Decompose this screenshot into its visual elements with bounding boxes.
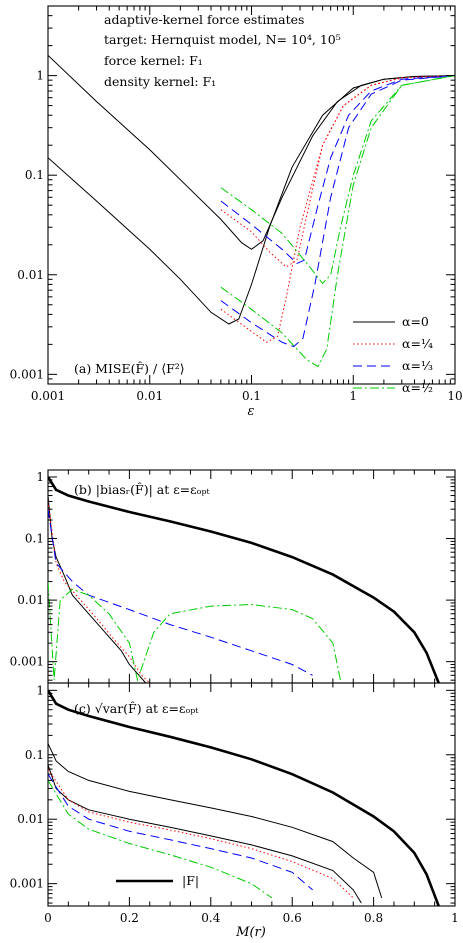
legend-label-3: α=½ (402, 380, 433, 395)
x-tick-label: 1 (451, 911, 459, 925)
panel-c-series-1-line (48, 743, 383, 899)
panel-b-series-4-line (48, 581, 342, 683)
panel-b-series-3-line (48, 509, 313, 676)
y-tick-label: 0.01 (17, 812, 44, 826)
annotation-force-kernel: force kernel: F₁ (104, 53, 203, 68)
annotation-title: adaptive-kernel force estimates (104, 12, 304, 27)
panel-a-series-6-line (220, 75, 455, 285)
panel-c-series-4-line (48, 773, 313, 891)
panel-c-label: (c) √var(F̂) at ε=εₒₚₜ (74, 701, 199, 716)
panel-b-series-2-line (48, 501, 151, 683)
panel-c-series-0-line (48, 689, 440, 906)
panel-b: 0.001 0.01 0.1 1 (b) |biasᵣ(F̂)| at ε=εₒₚₜ (10, 469, 456, 684)
y-tick-label: 0.001 (10, 655, 44, 669)
panel-c: 0.001 0.01 0.1 1 0 0.2 0.4 0.6 0.8 1 (c) √var(F̂)… (10, 682, 459, 940)
x-tick-label: 0 (44, 911, 52, 925)
panel-b-series-0-line (48, 476, 440, 683)
y-tick-label: 0.001 (10, 367, 44, 381)
x-tick-label: 10 (447, 389, 462, 403)
y-tick-label: 0.001 (10, 877, 44, 891)
panel-b-label: (b) |biasᵣ(F̂)| at ε=εₒₚₜ (74, 482, 210, 497)
y-tick-label: 1 (36, 470, 44, 484)
y-tick-label: 0.1 (25, 168, 44, 182)
panel-a-series-5-line (220, 75, 455, 348)
panel-c-series (48, 689, 440, 906)
annotation-target: target: Hernquist model, N= 10⁴, 10⁵ (104, 32, 341, 47)
y-tick-label: 0.1 (25, 748, 44, 762)
panel-a-series-3-line (220, 75, 455, 343)
panel-c-series-5-line (48, 780, 273, 899)
x-tick-label: 0.1 (242, 389, 261, 403)
x-tick-label: 0.001 (31, 389, 65, 403)
panel-a-series (48, 54, 455, 368)
panel-a-ticks: 0.001 0.01 0.1 1 0.001 0.01 0.1 1 10 (10, 5, 463, 403)
legend-label-0: α=0 (402, 314, 429, 329)
panel-b-ticks: 0.001 0.01 0.1 1 (10, 470, 456, 683)
x-axis-label-epsilon: ε (248, 404, 255, 419)
x-tick-label: 0.4 (201, 911, 220, 925)
panel-b-series (48, 476, 440, 683)
y-tick-label: 0.1 (25, 532, 44, 546)
panel-a: 0.001 0.01 0.1 1 0.001 0.01 0.1 1 10 adaptive-ke… (10, 5, 463, 419)
panel-c-series-2-line (48, 764, 362, 904)
panel-a-series-7-line (220, 75, 455, 368)
x-axis-label-Mr: M(r) (235, 925, 266, 940)
panel-c-ticks: 0.001 0.01 0.1 1 0 0.2 0.4 0.6 0.8 1 (10, 683, 459, 925)
x-tick-label: 1 (349, 389, 357, 403)
panel-c-series-3-line (48, 768, 354, 899)
y-tick-label: 0.01 (17, 268, 44, 282)
y-tick-label: 1 (36, 683, 44, 697)
panel-a-label: (a) MISE(F̂) / ⟨F²⟩ (74, 361, 185, 376)
legend-label-F: |F| (182, 873, 199, 888)
annotation-density-kernel: density kernel: F₁ (104, 74, 216, 89)
x-tick-label: 0.2 (120, 911, 139, 925)
panel-b-series-1-line (48, 495, 147, 683)
legend-label-1: α=¼ (402, 336, 433, 351)
panel-a-series-4-line (220, 75, 455, 264)
x-tick-label: 0.6 (283, 911, 302, 925)
panel-c-frame (47, 682, 456, 907)
x-tick-label: 0.01 (136, 389, 163, 403)
x-tick-label: 0.8 (364, 911, 383, 925)
y-tick-label: 0.01 (17, 593, 44, 607)
y-tick-label: 1 (36, 69, 44, 83)
legend-label-2: α=⅓ (402, 358, 433, 373)
legend: α=0 α=¼ α=⅓ α=½ (353, 314, 433, 395)
panel-a-series-1-line (48, 75, 455, 325)
